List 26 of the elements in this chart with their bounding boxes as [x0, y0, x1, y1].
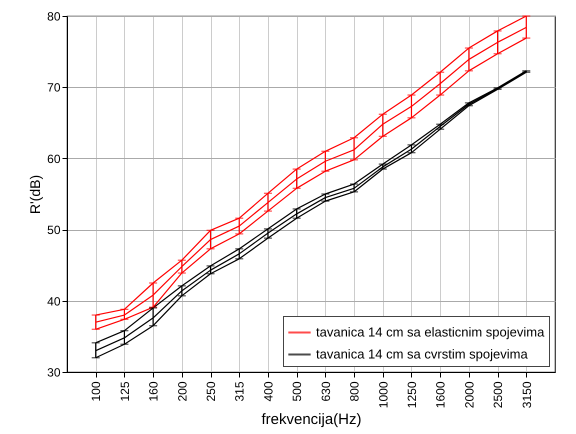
- x-tick-label: 315: [232, 381, 247, 402]
- x-tick-label: 160: [146, 381, 161, 402]
- x-tick-label: 2000: [462, 381, 476, 408]
- x-tick-label: 1250: [404, 381, 419, 408]
- legend-label: tavanica 14 cm sa cvrstim spojevima: [316, 346, 528, 362]
- x-tick-label: 400: [261, 381, 276, 402]
- x-tick-label: 3150: [520, 381, 534, 408]
- x-tick-label: 100: [89, 381, 104, 402]
- y-tick-label: 30: [47, 366, 61, 380]
- y-tick-label: 60: [47, 152, 61, 166]
- x-tick-label: 2500: [491, 381, 506, 408]
- legend-label: tavanica 14 cm sa elasticnim spojevima: [316, 324, 546, 340]
- x-tick-label: 125: [118, 381, 132, 402]
- x-tick-label: 630: [318, 381, 333, 402]
- y-tick-label: 80: [47, 10, 61, 24]
- x-tick-label: 1600: [434, 381, 448, 408]
- y-tick-label: 50: [47, 223, 61, 238]
- y-tick-label: 40: [47, 294, 61, 308]
- y-tick-label: 70: [47, 80, 61, 95]
- y-axis-title: R'(dB): [27, 174, 44, 214]
- x-tick-label: 500: [290, 381, 304, 402]
- x-tick-label: 800: [348, 381, 362, 402]
- x-tick-label: 250: [204, 381, 218, 402]
- x-axis-title: frekvencija(Hz): [261, 411, 362, 428]
- x-tick-label: 1000: [376, 381, 390, 408]
- x-tick-label: 200: [175, 381, 190, 402]
